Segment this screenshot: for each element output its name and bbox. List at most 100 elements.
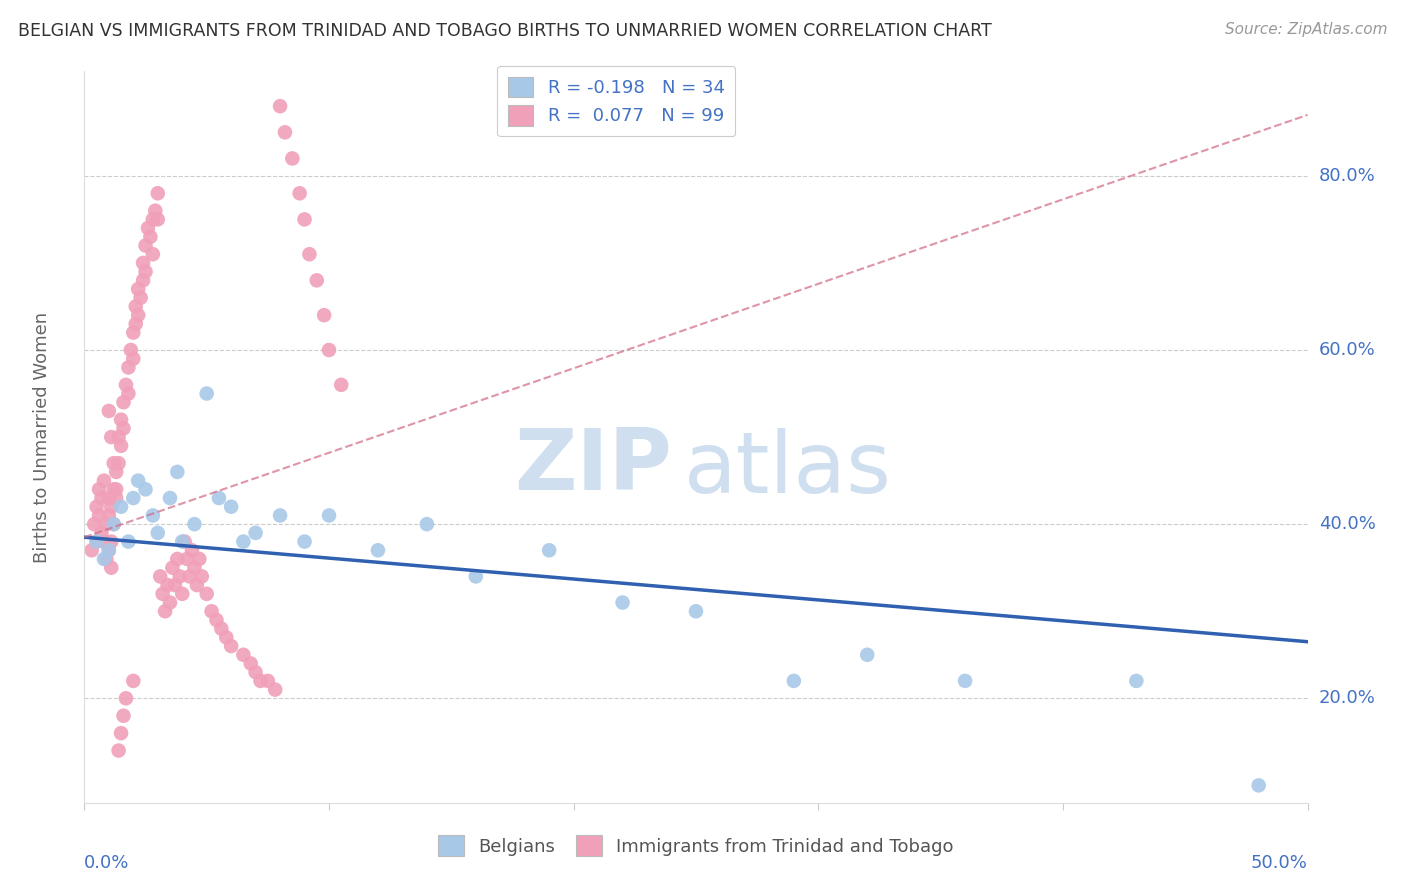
- Point: [219, 639, 242, 653]
- Point: [115, 691, 138, 706]
- Text: 0.0%: 0.0%: [84, 854, 129, 872]
- Point: [159, 491, 181, 505]
- Point: [245, 525, 267, 540]
- Point: [215, 631, 238, 645]
- Point: [90, 525, 112, 540]
- Point: [100, 500, 122, 514]
- Point: [122, 326, 145, 340]
- Point: [83, 517, 105, 532]
- Point: [127, 308, 149, 322]
- Point: [153, 604, 176, 618]
- Point: [152, 587, 174, 601]
- Point: [129, 291, 152, 305]
- Point: [135, 265, 157, 279]
- Text: 80.0%: 80.0%: [1319, 167, 1375, 185]
- Point: [269, 99, 291, 113]
- Point: [139, 229, 162, 244]
- Point: [110, 412, 132, 426]
- Point: [183, 517, 205, 532]
- Point: [191, 569, 214, 583]
- Point: [1247, 778, 1270, 792]
- Point: [112, 421, 135, 435]
- Text: atlas: atlas: [683, 428, 891, 511]
- Point: [135, 238, 157, 252]
- Point: [115, 377, 138, 392]
- Point: [269, 508, 291, 523]
- Text: Source: ZipAtlas.com: Source: ZipAtlas.com: [1225, 22, 1388, 37]
- Point: [205, 613, 228, 627]
- Point: [173, 534, 195, 549]
- Point: [80, 543, 103, 558]
- Point: [132, 256, 155, 270]
- Point: [146, 186, 169, 201]
- Point: [100, 534, 122, 549]
- Point: [103, 517, 125, 532]
- Point: [183, 560, 205, 574]
- Point: [103, 517, 125, 532]
- Point: [105, 465, 128, 479]
- Point: [96, 552, 118, 566]
- Point: [172, 534, 194, 549]
- Point: [96, 517, 118, 532]
- Point: [117, 360, 139, 375]
- Point: [107, 743, 129, 757]
- Point: [125, 300, 148, 314]
- Point: [122, 491, 145, 505]
- Point: [110, 500, 132, 514]
- Point: [856, 648, 879, 662]
- Point: [97, 543, 120, 558]
- Point: [314, 308, 336, 322]
- Point: [127, 474, 149, 488]
- Point: [146, 212, 169, 227]
- Point: [163, 578, 186, 592]
- Point: [112, 395, 135, 409]
- Point: [103, 483, 125, 497]
- Point: [86, 534, 108, 549]
- Point: [538, 543, 561, 558]
- Point: [105, 483, 128, 497]
- Point: [146, 525, 169, 540]
- Point: [120, 343, 142, 357]
- Point: [232, 534, 254, 549]
- Point: [86, 500, 108, 514]
- Point: [245, 665, 267, 680]
- Point: [149, 569, 172, 583]
- Point: [209, 622, 232, 636]
- Point: [143, 203, 166, 218]
- Point: [110, 726, 132, 740]
- Point: [264, 682, 287, 697]
- Point: [318, 343, 340, 357]
- Legend: Belgians, Immigrants from Trinidad and Tobago: Belgians, Immigrants from Trinidad and T…: [432, 828, 960, 863]
- Point: [142, 247, 165, 261]
- Point: [110, 439, 132, 453]
- Text: ZIP: ZIP: [513, 425, 672, 508]
- Point: [179, 569, 201, 583]
- Point: [239, 657, 262, 671]
- Point: [208, 491, 231, 505]
- Point: [281, 152, 304, 166]
- Point: [305, 273, 328, 287]
- Point: [142, 508, 165, 523]
- Point: [181, 543, 204, 558]
- Point: [257, 673, 280, 688]
- Point: [117, 534, 139, 549]
- Point: [294, 534, 316, 549]
- Point: [232, 648, 254, 662]
- Text: 20.0%: 20.0%: [1319, 690, 1375, 707]
- Text: BELGIAN VS IMMIGRANTS FROM TRINIDAD AND TOBAGO BIRTHS TO UNMARRIED WOMEN CORRELA: BELGIAN VS IMMIGRANTS FROM TRINIDAD AND …: [18, 22, 993, 40]
- Point: [107, 456, 129, 470]
- Point: [125, 317, 148, 331]
- Point: [97, 508, 120, 523]
- Point: [117, 386, 139, 401]
- Point: [416, 517, 439, 532]
- Point: [162, 560, 184, 574]
- Point: [318, 508, 340, 523]
- Point: [159, 595, 181, 609]
- Point: [166, 465, 188, 479]
- Point: [100, 560, 122, 574]
- Point: [132, 273, 155, 287]
- Point: [176, 552, 198, 566]
- Point: [953, 673, 976, 688]
- Point: [122, 351, 145, 366]
- Point: [100, 430, 122, 444]
